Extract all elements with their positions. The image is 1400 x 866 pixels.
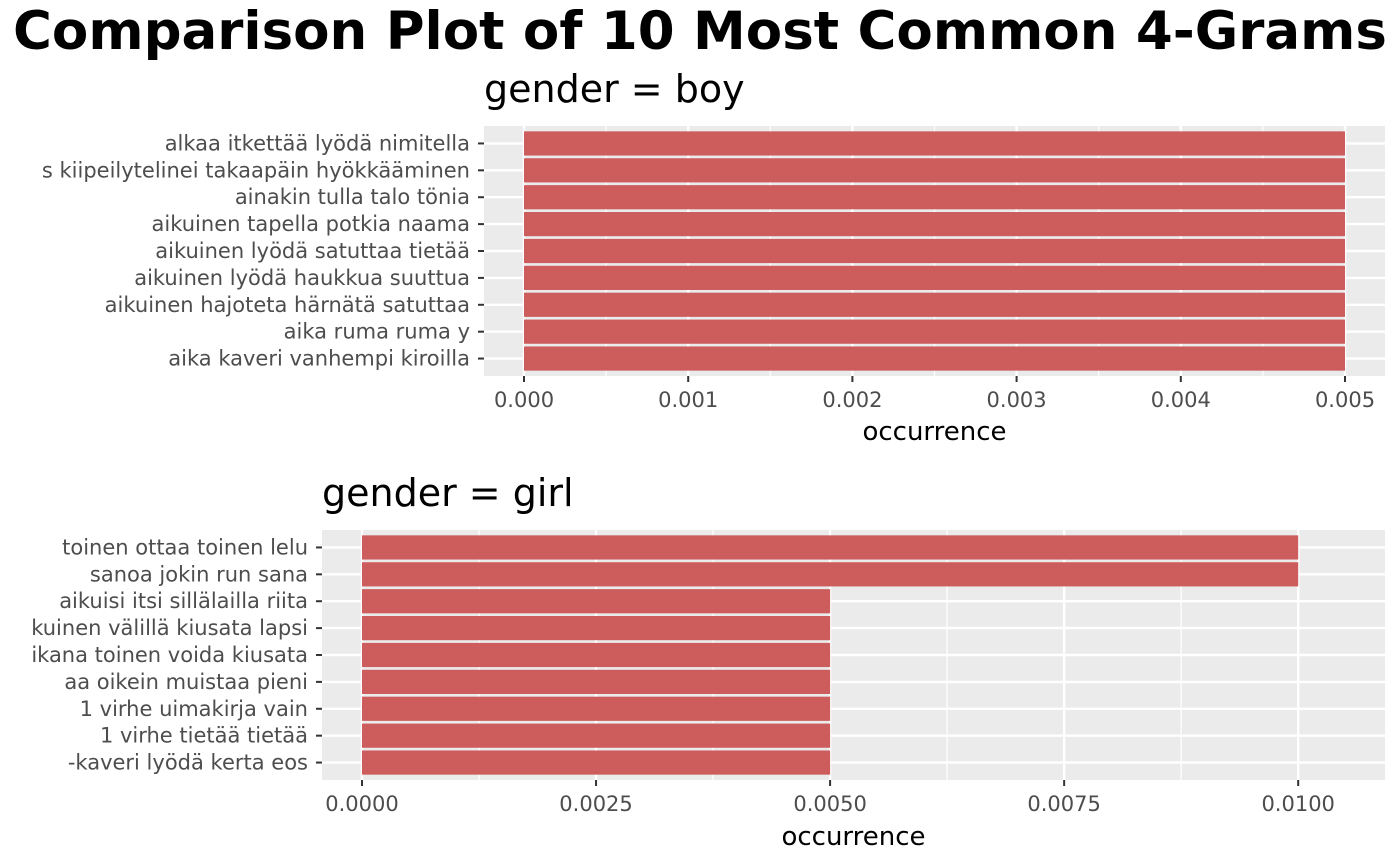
category-label: 1 virhe uimakirja vain xyxy=(80,697,308,721)
category-label: alkaa itkettää lyödä nimitella xyxy=(165,131,470,155)
bar xyxy=(362,723,831,748)
x-tick-label: 0.000 xyxy=(494,388,554,412)
bar xyxy=(524,238,1345,264)
bar xyxy=(524,265,1345,290)
x-axis-title: occurrence xyxy=(781,822,925,852)
x-tick-label: 0.0000 xyxy=(325,792,398,816)
facet-girl: toinen ottaa toinen lelu sanoa jokin run … xyxy=(31,471,1385,852)
bar xyxy=(524,319,1345,344)
x-tick-label: 0.001 xyxy=(658,388,718,412)
facet-boy: alkaa itkettää lyödä nimitella s kiipeily… xyxy=(42,67,1385,447)
bar xyxy=(362,642,831,668)
x-tick-label: 0.003 xyxy=(987,388,1047,412)
category-label: aikuisi itsi sillälailla riita xyxy=(59,589,308,613)
category-label: s kiipeilytelinei takaapäin hyökkääminen xyxy=(42,158,470,182)
bar xyxy=(362,750,831,775)
bar xyxy=(524,158,1345,183)
category-label: aikuinen tapella potkia naama xyxy=(152,212,470,236)
category-label: ikana toinen voida kiusata xyxy=(31,643,308,667)
bar xyxy=(362,616,831,641)
x-tick-label: 0.0025 xyxy=(559,792,632,816)
category-label: aikuinen hajoteta härnätä satuttaa xyxy=(105,293,470,317)
category-label: 1 virhe tietää tietää xyxy=(100,724,308,748)
bar xyxy=(362,696,831,721)
category-label: ainakin tulla talo tönia xyxy=(235,185,470,209)
x-tick-label: 0.005 xyxy=(1315,388,1375,412)
category-label: aika ruma ruma y xyxy=(284,320,470,344)
bar xyxy=(524,185,1345,210)
category-label: aikuinen lyödä haukkua suuttua xyxy=(134,266,470,290)
x-tick-label: 0.0075 xyxy=(1027,792,1100,816)
x-tick-label: 0.0050 xyxy=(793,792,866,816)
category-label: -kaveri lyödä kerta eos xyxy=(68,751,308,775)
chart-title: Comparison Plot of 10 Most Common 4-Gram… xyxy=(13,1,1387,62)
bar xyxy=(362,669,831,694)
x-tick-label: 0.002 xyxy=(822,388,882,412)
x-tick-label: 0.0100 xyxy=(1261,792,1334,816)
category-label: aika kaveri vanhempi kiroilla xyxy=(168,347,470,371)
category-label: kuinen välillä kiusata lapsi xyxy=(31,616,308,640)
category-label: aikuinen lyödä satuttaa tietää xyxy=(155,239,470,263)
bar xyxy=(524,212,1345,237)
category-label: aa oikein muistaa pieni xyxy=(64,670,308,694)
category-label: toinen ottaa toinen lelu xyxy=(62,535,308,559)
bar xyxy=(362,562,1299,587)
x-axis-title: occurrence xyxy=(862,417,1006,447)
x-tick-label: 0.004 xyxy=(1151,388,1211,412)
bar xyxy=(362,589,831,614)
bar xyxy=(524,346,1345,371)
facet-title: gender = boy xyxy=(484,67,745,111)
facet-title: gender = girl xyxy=(322,471,574,515)
category-label: sanoa jokin run sana xyxy=(90,562,308,586)
bar xyxy=(524,131,1345,156)
bar xyxy=(524,292,1345,317)
bar xyxy=(362,535,1299,560)
